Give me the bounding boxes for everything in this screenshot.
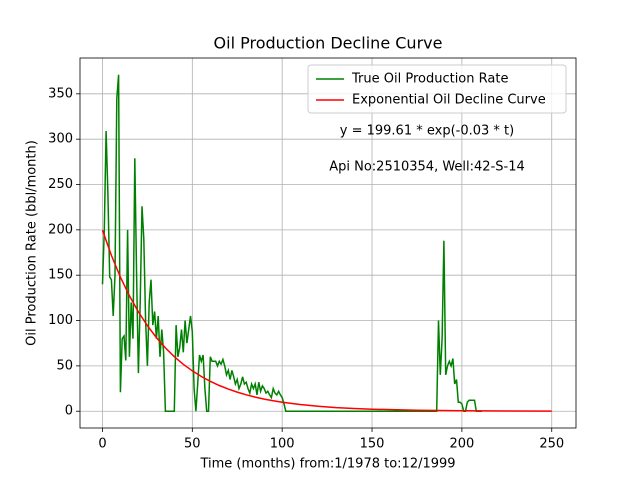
y-tick-label: 300: [48, 132, 73, 147]
x-tick-label: 250: [539, 437, 564, 452]
y-tick-label: 200: [48, 222, 73, 237]
x-tick-label: 50: [184, 437, 201, 452]
legend-box: [307, 64, 567, 114]
y-tick-label: 350: [48, 86, 73, 101]
x-tick-label: 100: [270, 437, 295, 452]
y-axis-label: Oil Production Rate (bbl/month): [25, 140, 40, 346]
y-tick-label: 0: [65, 404, 73, 419]
y-tick-label: 250: [48, 177, 73, 192]
y-tick-label: 50: [56, 358, 73, 373]
x-tick-label: 150: [360, 437, 385, 452]
chart-title: Oil Production Decline Curve: [214, 34, 443, 53]
legend-label: Exponential Oil Decline Curve: [352, 93, 546, 108]
legend-label: True Oil Production Rate: [351, 72, 508, 87]
plot-frame: [79, 57, 577, 429]
y-tick-label: 150: [48, 268, 73, 283]
x-tick-label: 0: [98, 437, 106, 452]
x-axis-label: Time (months) from:1/1978 to:12/1999: [199, 457, 455, 472]
x-tick-label: 200: [449, 437, 474, 452]
annotation: y = 199.61 * exp(-0.03 * t): [340, 124, 514, 139]
line-series: [101, 229, 552, 412]
annotation: Api No:2510354, Well:42-S-14: [329, 160, 525, 175]
line-series: [101, 74, 482, 412]
y-tick-label: 100: [48, 313, 73, 328]
